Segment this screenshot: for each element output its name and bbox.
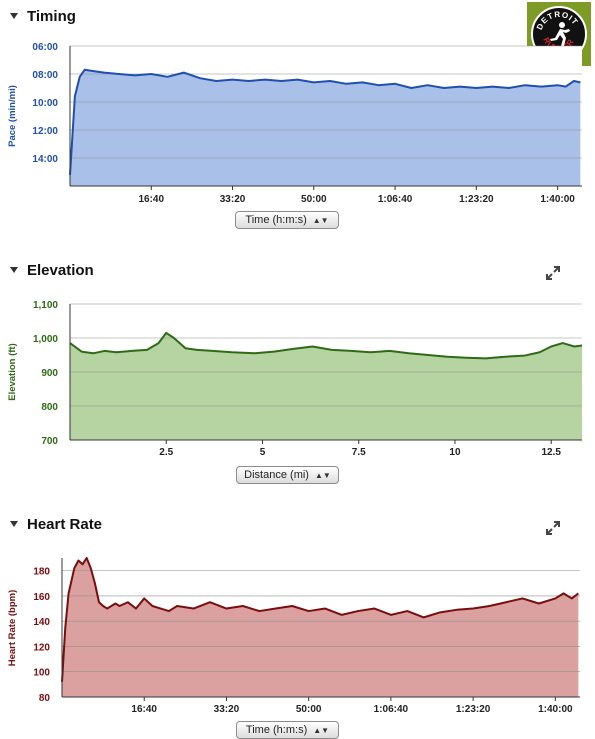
x-tick-label: 1:06:40 <box>374 704 409 715</box>
y-tick-label: 08:00 <box>32 70 58 81</box>
y-tick-label: 1,100 <box>33 300 58 311</box>
series-line <box>69 331 583 360</box>
x-tick-label: 16:40 <box>138 194 164 205</box>
x-tick-label: 5 <box>260 447 266 458</box>
select-arrows-icon: ▲▼ <box>313 725 330 735</box>
svg-text:DETROIT: DETROIT <box>535 10 580 31</box>
pace-chart: 06:00 08:00 10:00 12:00 14:00 16:40 33:20 50:00… <box>7 42 582 205</box>
expand-arrows-icon[interactable] <box>544 519 562 537</box>
heart-rate-chart: 80 100 120 140 160 180 16:40 33:20 50:00 1:06:40 1… <box>7 557 580 715</box>
y-tick-label: 1,000 <box>33 334 58 345</box>
select-arrows-icon: ▲▼ <box>314 470 331 480</box>
x-tick-label: 33:20 <box>220 194 246 205</box>
y-tick-label: 800 <box>41 402 58 413</box>
heart-rate-x-axis-select-label: Time (h:m:s) <box>245 724 308 736</box>
x-tick-label: 33:20 <box>214 704 240 715</box>
y-tick-label: 900 <box>41 368 58 379</box>
y-tick-label: 80 <box>39 693 51 704</box>
series-area-fill <box>70 332 582 440</box>
y-tick-label: 10:00 <box>32 98 58 109</box>
elevation-header[interactable]: Elevation <box>10 259 94 281</box>
x-tick-label: 50:00 <box>296 704 322 715</box>
elevation-chart: 700 800 900 1,000 1,100 2.5 5 7.5 10 12.5 Elevatio… <box>7 300 583 458</box>
x-tick-label: 12.5 <box>541 447 561 458</box>
collapse-triangle-icon[interactable] <box>10 521 18 527</box>
series-area-fill <box>70 69 581 186</box>
y-axis-label: Heart Rate (bpm) <box>7 590 18 667</box>
y-tick-label: 140 <box>33 617 50 628</box>
heart-rate-x-axis-select[interactable]: Time (h:m:s) ▲▼ <box>236 721 339 739</box>
x-tick-label: 7.5 <box>352 447 366 458</box>
series-line <box>61 557 579 682</box>
y-tick-label: 160 <box>33 592 50 603</box>
elevation-x-axis-select[interactable]: Distance (mi) ▲▼ <box>236 466 339 484</box>
y-tick-label: 180 <box>33 567 50 578</box>
x-tick-label: 1:06:40 <box>378 194 413 205</box>
x-tick-label: 1:23:20 <box>459 194 494 205</box>
x-tick-label: 1:40:00 <box>538 704 573 715</box>
elevation-x-axis-select-label: Distance (mi) <box>244 469 309 481</box>
y-axis-label: Elevation (ft) <box>7 343 18 401</box>
collapse-triangle-icon[interactable] <box>10 267 18 273</box>
heart-rate-header[interactable]: Heart Rate <box>10 513 102 535</box>
timing-header[interactable]: Timing <box>10 5 76 27</box>
x-tick-label: 50:00 <box>301 194 327 205</box>
select-arrows-icon: ▲▼ <box>312 215 329 225</box>
x-tick-label: 16:40 <box>131 704 157 715</box>
timing-title: Timing <box>27 7 76 25</box>
x-tick-label: 1:40:00 <box>540 194 575 205</box>
timing-x-axis-select[interactable]: Time (h:m:s) ▲▼ <box>235 211 339 229</box>
y-tick-label: 100 <box>33 668 50 679</box>
expand-arrows-icon[interactable] <box>544 264 562 282</box>
elevation-title: Elevation <box>27 261 94 279</box>
y-tick-label: 700 <box>41 436 58 447</box>
y-tick-label: 12:00 <box>32 126 58 137</box>
heart-rate-title: Heart Rate <box>27 515 103 533</box>
y-tick-label: 06:00 <box>32 42 58 53</box>
x-tick-label: 10 <box>449 447 461 458</box>
y-axis-label: Pace (min/mi) <box>7 85 18 147</box>
series-area-fill <box>62 558 579 697</box>
x-tick-label: 2.5 <box>159 447 173 458</box>
y-tick-label: 14:00 <box>32 154 58 165</box>
timing-x-axis-select-label: Time (h:m:s) <box>245 214 307 226</box>
y-tick-label: 120 <box>33 642 50 653</box>
x-tick-label: 1:23:20 <box>456 704 491 715</box>
runner-figure-icon <box>550 22 570 46</box>
collapse-triangle-icon[interactable] <box>10 13 18 19</box>
series-line <box>69 68 581 175</box>
